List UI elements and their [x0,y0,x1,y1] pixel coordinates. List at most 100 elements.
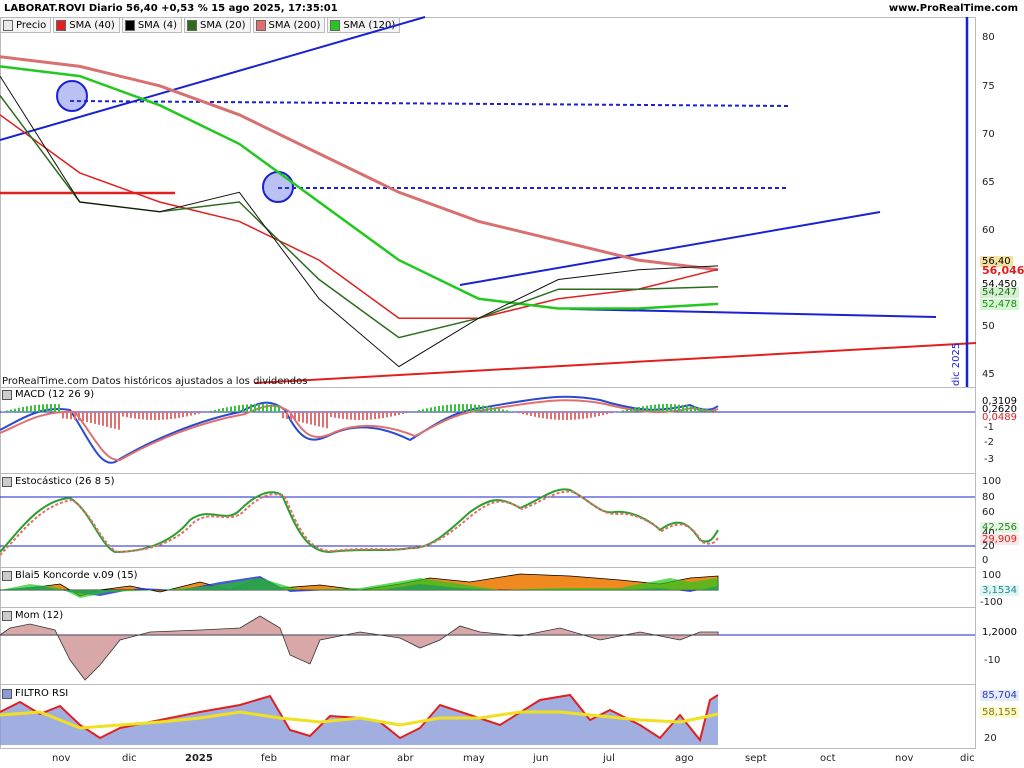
macd-hist-bar [126,412,128,418]
x-tick-jun: jun [533,753,549,764]
macd-hist-bar [670,404,672,412]
macd-hist-bar [462,404,464,412]
stoch-k-line[interactable] [0,488,719,554]
macd-hist-bar [610,412,612,414]
macd-hist-bar [658,404,660,412]
stoch-y-tick: 100 [982,476,1002,487]
macd-hist-bar [22,407,24,412]
macd-hist-bar [686,405,688,412]
macd-hist-bar [638,406,640,412]
macd-hist-bar [274,405,276,412]
highlight-circle-1[interactable] [56,80,88,112]
legend-swatch [330,19,341,31]
x-tick-mar: mar [330,753,350,764]
macd-hist-bar [294,412,296,421]
macd-hist-bar [118,412,120,430]
sma200-line[interactable] [0,55,719,272]
macd-hist-bar [110,412,112,428]
legend-item-sma40[interactable]: SMA (40) [53,17,120,33]
macd-signal-line[interactable] [0,399,719,462]
site-link[interactable]: www.ProRealTime.com [888,3,1018,14]
macd-hist-bar [330,412,332,418]
macd-hist-bar [518,412,520,414]
macd-hist-bar [174,412,176,419]
rsi-panel-title[interactable]: FILTRO RSI [2,688,68,699]
support-line-red[interactable] [254,342,977,384]
dashed-line-upper[interactable] [69,100,791,107]
macd-hist-bar [578,412,580,420]
macd-hist-bar [6,410,8,412]
macd-hist-bar [618,411,620,412]
rsi-signal-line[interactable] [0,710,719,730]
macd-hist-bar [250,404,252,412]
panel-swatch [2,389,12,400]
macd-hist-bar [374,412,376,420]
macd-hist-bar [54,404,56,412]
koncorde-green-area[interactable] [0,578,718,598]
macd-hist-bar [66,412,68,419]
macd-hist-bar [606,412,608,415]
rsi-y-tick: 20 [984,733,997,744]
macd-hist-bar [222,408,224,412]
macd-hist-bar [386,412,388,418]
macd-hist-bar [158,412,160,420]
macd-hist-bar [494,407,496,412]
x-tick-oct: oct [820,753,836,764]
macd-hist-bar [182,412,184,418]
x-tick-abr: abr [397,753,414,764]
macd-hist-bar [34,405,36,412]
panel-title-text: Estocástico (26 8 5) [15,476,115,487]
panel-swatch [2,476,12,487]
macd-hist-bar [258,404,260,412]
sma20-badge: 54,247 [980,287,1019,298]
price-line[interactable] [0,75,719,368]
macd-hist-bar [278,405,280,412]
macd-hist-bar [598,412,600,417]
macd-hist-bar [446,404,448,412]
mom-panel-title[interactable]: Mom (12) [2,610,63,621]
legend-label: SMA (120) [343,19,396,31]
mom-area[interactable] [0,615,719,681]
macd-histogram[interactable] [2,404,716,430]
macd-panel-title[interactable]: MACD (12 26 9) [2,389,94,400]
macd-hist-bar [382,412,384,419]
sma20-line[interactable] [0,95,719,339]
macd-hist-bar [290,412,292,420]
legend-item-sma200[interactable]: SMA (200) [252,17,326,33]
macd-hist-bar [246,404,248,412]
sma120-badge: 52,478 [980,299,1019,310]
macd-hist-bar [594,412,596,417]
macd-hist-bar [86,412,88,423]
legend-label: SMA (4) [137,19,177,31]
macd-line[interactable] [0,395,719,464]
rsi-area[interactable] [0,695,718,745]
highlight-circle-2[interactable] [262,171,294,203]
macd-hist-bar [230,406,232,412]
trendline-blue-upper[interactable] [0,16,426,141]
stoch-y-tick: 20 [982,541,995,552]
main-panel-frame [0,17,976,388]
chart-title: LABORAT.ROVI Diario 56,40 +0,53 % 15 ago… [4,3,338,14]
macd-hist-bar [90,412,92,423]
macd-hist-bar [102,412,104,426]
stoch-panel-title[interactable]: Estocástico (26 8 5) [2,476,115,487]
stoch-y-tick: 40 [982,528,995,539]
header-bar: LABORAT.ROVI Diario 56,40 +0,53 % 15 ago… [0,0,1024,17]
macd-hist-bar [322,412,324,428]
macd-hist-bar [142,412,144,420]
channel-line-lower[interactable] [569,308,937,318]
koncorde-panel-title[interactable]: Blai5 Koncorde v.09 (15) [2,570,138,581]
channel-line-upper[interactable] [459,211,881,286]
sma120-line[interactable] [0,65,719,310]
macd-hist-bar [38,404,40,412]
macd-hist-bar [210,410,212,412]
macd-hist-bar [362,412,364,420]
macd-hist-bar [10,409,12,412]
stoch-d-line[interactable] [0,490,719,556]
panel-swatch [2,610,12,621]
sma40-line[interactable] [0,114,719,319]
legend-label: Precio [16,19,47,31]
macd-hist-bar [186,412,188,417]
macd-hist-bar [538,412,540,418]
